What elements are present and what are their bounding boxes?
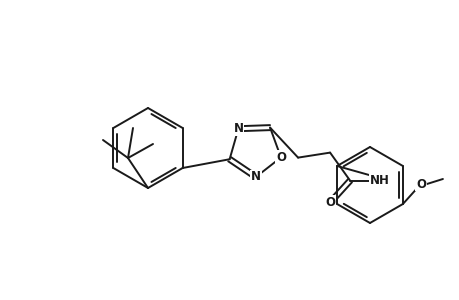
Text: N: N bbox=[251, 170, 260, 184]
Text: O: O bbox=[415, 178, 425, 190]
Text: N: N bbox=[233, 122, 243, 135]
Text: O: O bbox=[275, 151, 285, 164]
Text: O: O bbox=[325, 196, 334, 209]
Text: NH: NH bbox=[369, 174, 389, 187]
